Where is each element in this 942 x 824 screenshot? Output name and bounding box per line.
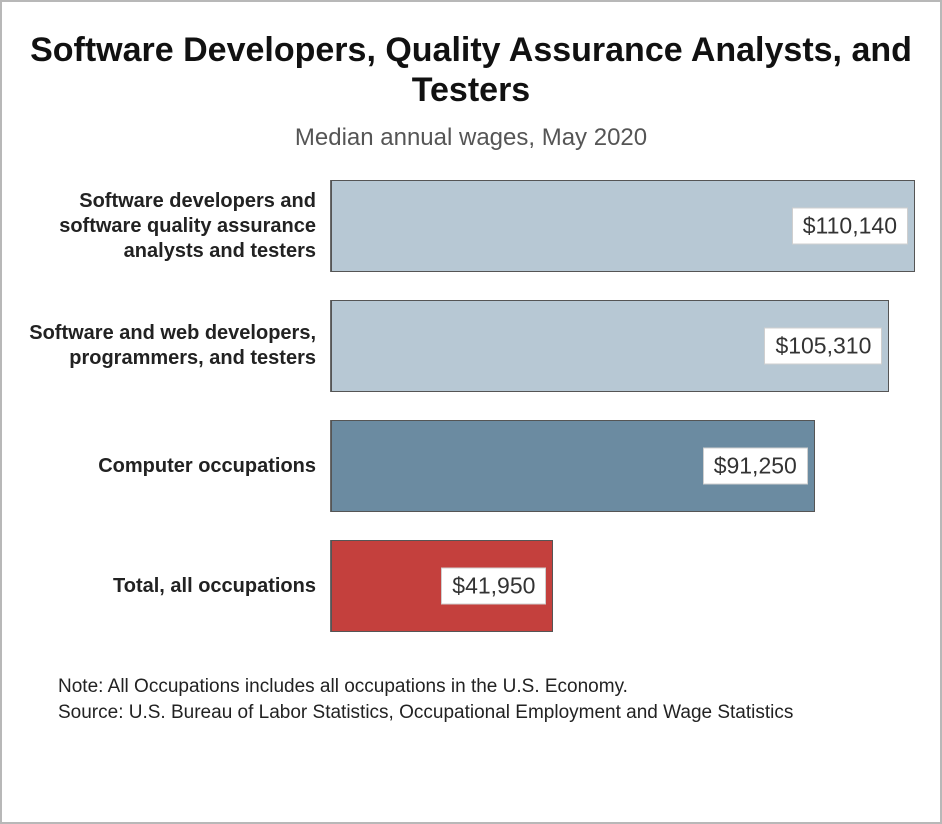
chart-row: Software and web developers, programmers…: [22, 300, 920, 392]
bar-value-label: $110,140: [792, 208, 908, 245]
chart-row: Total, all occupations $41,950: [22, 540, 920, 632]
bar-label: Total, all occupations: [22, 574, 330, 599]
bar-cell: $110,140: [330, 180, 915, 272]
bar-cell: $105,310: [330, 300, 915, 392]
chart-source: Source: U.S. Bureau of Labor Statistics,…: [58, 702, 910, 724]
chart-container: Software Developers, Quality Assurance A…: [0, 0, 942, 824]
bar: $91,250: [331, 420, 815, 512]
bar-value-label: $105,310: [764, 328, 882, 365]
chart-note: Note: All Occupations includes all occup…: [58, 676, 910, 698]
bar: $41,950: [331, 540, 553, 632]
bar-cell: $91,250: [330, 420, 915, 512]
chart-subtitle: Median annual wages, May 2020: [22, 124, 920, 152]
chart-footer: Note: All Occupations includes all occup…: [22, 672, 920, 728]
chart-bars-area: Software developers and software quality…: [22, 180, 920, 660]
bar: $105,310: [331, 300, 889, 392]
bar-label: Software and web developers, programmers…: [22, 321, 330, 371]
bar-cell: $41,950: [330, 540, 915, 632]
chart-title: Software Developers, Quality Assurance A…: [22, 30, 920, 110]
bar-value-label: $91,250: [703, 448, 808, 485]
bar: $110,140: [331, 180, 915, 272]
bar-label: Computer occupations: [22, 454, 330, 479]
bar-label: Software developers and software quality…: [22, 189, 330, 264]
chart-row: Software developers and software quality…: [22, 180, 920, 272]
chart-row: Computer occupations $91,250: [22, 420, 920, 512]
bar-value-label: $41,950: [441, 568, 546, 605]
